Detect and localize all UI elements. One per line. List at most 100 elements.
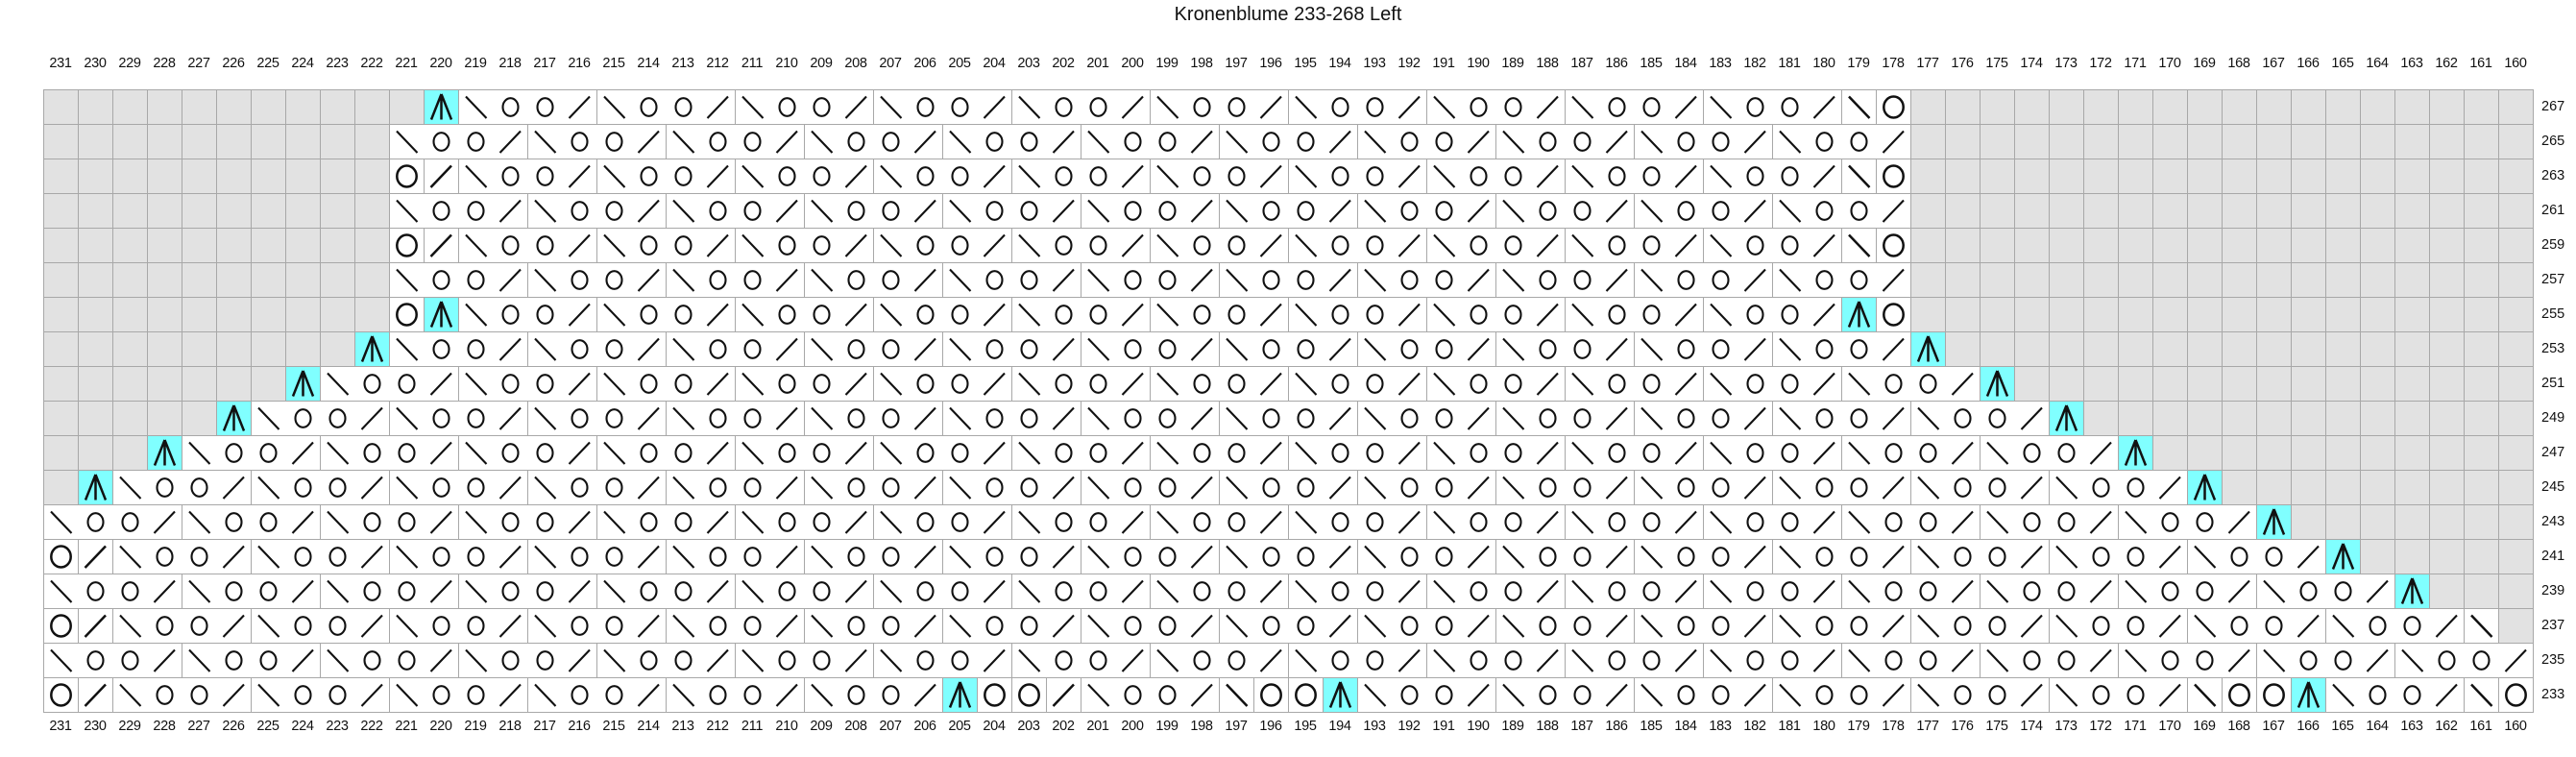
no-stitch-cell[interactable] xyxy=(2464,366,2499,402)
cdd-cell[interactable] xyxy=(942,677,978,713)
no-stitch-cell[interactable] xyxy=(2498,297,2534,332)
lace-repeat-cells[interactable] xyxy=(1426,159,1566,194)
no-stitch-cell[interactable] xyxy=(2152,297,2188,332)
no-stitch-cell[interactable] xyxy=(2049,331,2084,367)
lace-repeat-cells[interactable] xyxy=(2187,608,2326,644)
lace-repeat-cells[interactable] xyxy=(251,608,390,644)
lace-repeat-cells[interactable] xyxy=(1565,643,1704,678)
lace-repeat-cells[interactable] xyxy=(1634,539,1773,574)
no-stitch-cell[interactable] xyxy=(2394,401,2430,436)
no-stitch-cell[interactable] xyxy=(2498,193,2534,229)
no-stitch-cell[interactable] xyxy=(2464,297,2499,332)
no-stitch-cell[interactable] xyxy=(43,262,79,298)
no-stitch-cell[interactable] xyxy=(2464,574,2499,609)
lace-repeat-cells[interactable] xyxy=(1288,574,1427,609)
no-stitch-cell[interactable] xyxy=(2049,124,2084,159)
lace-repeat-cells[interactable] xyxy=(1150,643,1289,678)
no-stitch-cell[interactable] xyxy=(2222,193,2257,229)
lace-repeat-cells[interactable] xyxy=(942,193,1081,229)
no-stitch-cell[interactable] xyxy=(2256,89,2292,125)
lace-repeat-cells[interactable] xyxy=(1081,262,1220,298)
lace-repeat-cells[interactable] xyxy=(1495,262,1635,298)
lace-repeat-cells[interactable] xyxy=(2394,643,2534,678)
no-stitch-cell[interactable] xyxy=(2360,297,2395,332)
no-stitch-cell[interactable] xyxy=(112,435,148,471)
lace-repeat-cells[interactable] xyxy=(1081,124,1220,159)
no-stitch-cell[interactable] xyxy=(2291,193,2326,229)
lace-repeat-cells[interactable] xyxy=(389,677,528,713)
lace-repeat-cells[interactable] xyxy=(942,262,1081,298)
lace-repeat-cells[interactable] xyxy=(1495,539,1635,574)
lace-repeat-cells[interactable] xyxy=(1011,297,1151,332)
no-stitch-cell[interactable] xyxy=(147,89,182,125)
no-stitch-cell[interactable] xyxy=(112,89,148,125)
lace-repeat-cells[interactable] xyxy=(458,574,597,609)
lace-repeat-cells[interactable] xyxy=(1565,89,1704,125)
lace-repeat-cells[interactable] xyxy=(43,504,182,540)
lace-repeat-cells[interactable] xyxy=(182,643,321,678)
stitch-cell[interactable] xyxy=(389,228,425,263)
no-stitch-cell[interactable] xyxy=(2187,366,2223,402)
no-stitch-cell[interactable] xyxy=(2014,124,2050,159)
cdd-cell[interactable] xyxy=(2256,504,2292,540)
lace-repeat-cells[interactable] xyxy=(735,159,874,194)
lace-repeat-cells[interactable] xyxy=(1841,574,1981,609)
lace-repeat-cells[interactable] xyxy=(251,470,390,505)
no-stitch-cell[interactable] xyxy=(2222,89,2257,125)
cdd-cell[interactable] xyxy=(424,89,459,125)
lace-repeat-cells[interactable] xyxy=(389,539,528,574)
lace-repeat-cells[interactable] xyxy=(1495,677,1635,713)
lace-repeat-cells[interactable] xyxy=(1980,435,2119,471)
no-stitch-cell[interactable] xyxy=(1910,193,1946,229)
no-stitch-cell[interactable] xyxy=(2291,297,2326,332)
lace-repeat-cells[interactable] xyxy=(873,574,1012,609)
no-stitch-cell[interactable] xyxy=(2083,124,2119,159)
lace-repeat-cells[interactable] xyxy=(1011,504,1151,540)
lace-repeat-cells[interactable] xyxy=(1634,470,1773,505)
no-stitch-cell[interactable] xyxy=(2014,297,2050,332)
lace-repeat-cells[interactable] xyxy=(182,435,321,471)
no-stitch-cell[interactable] xyxy=(78,297,113,332)
no-stitch-cell[interactable] xyxy=(2014,193,2050,229)
no-stitch-cell[interactable] xyxy=(2360,401,2395,436)
lace-repeat-cells[interactable] xyxy=(2118,643,2257,678)
no-stitch-cell[interactable] xyxy=(2152,331,2188,367)
no-stitch-cell[interactable] xyxy=(2498,401,2534,436)
lace-repeat-cells[interactable] xyxy=(112,539,252,574)
lace-repeat-cells[interactable] xyxy=(527,124,667,159)
lace-repeat-cells[interactable] xyxy=(1150,504,1289,540)
lace-repeat-cells[interactable] xyxy=(942,470,1081,505)
lace-repeat-cells[interactable] xyxy=(1703,643,1842,678)
lace-repeat-cells[interactable] xyxy=(804,401,943,436)
lace-repeat-cells[interactable] xyxy=(1634,677,1773,713)
lace-repeat-cells[interactable] xyxy=(1288,89,1427,125)
no-stitch-cell[interactable] xyxy=(1980,262,2015,298)
no-stitch-cell[interactable] xyxy=(2014,89,2050,125)
no-stitch-cell[interactable] xyxy=(1945,124,1981,159)
no-stitch-cell[interactable] xyxy=(2394,124,2430,159)
lace-repeat-cells[interactable] xyxy=(1150,89,1289,125)
lace-repeat-cells[interactable] xyxy=(1841,366,1981,402)
stitch-cell[interactable] xyxy=(2498,677,2534,713)
lace-repeat-cells[interactable] xyxy=(458,89,597,125)
no-stitch-cell[interactable] xyxy=(2049,366,2084,402)
cdd-cell[interactable] xyxy=(2325,539,2361,574)
lace-repeat-cells[interactable] xyxy=(1910,401,2050,436)
no-stitch-cell[interactable] xyxy=(147,331,182,367)
no-stitch-cell[interactable] xyxy=(43,297,79,332)
lace-repeat-cells[interactable] xyxy=(251,401,390,436)
no-stitch-cell[interactable] xyxy=(320,331,355,367)
lace-repeat-cells[interactable] xyxy=(1772,193,1911,229)
no-stitch-cell[interactable] xyxy=(2498,124,2534,159)
no-stitch-cell[interactable] xyxy=(2014,262,2050,298)
no-stitch-cell[interactable] xyxy=(2118,297,2153,332)
lace-repeat-cells[interactable] xyxy=(2049,608,2188,644)
no-stitch-cell[interactable] xyxy=(251,228,286,263)
lace-repeat-cells[interactable] xyxy=(1910,677,2050,713)
no-stitch-cell[interactable] xyxy=(285,262,321,298)
no-stitch-cell[interactable] xyxy=(2464,228,2499,263)
lace-repeat-cells[interactable] xyxy=(527,401,667,436)
no-stitch-cell[interactable] xyxy=(2152,262,2188,298)
no-stitch-cell[interactable] xyxy=(2152,401,2188,436)
no-stitch-cell[interactable] xyxy=(2256,228,2292,263)
